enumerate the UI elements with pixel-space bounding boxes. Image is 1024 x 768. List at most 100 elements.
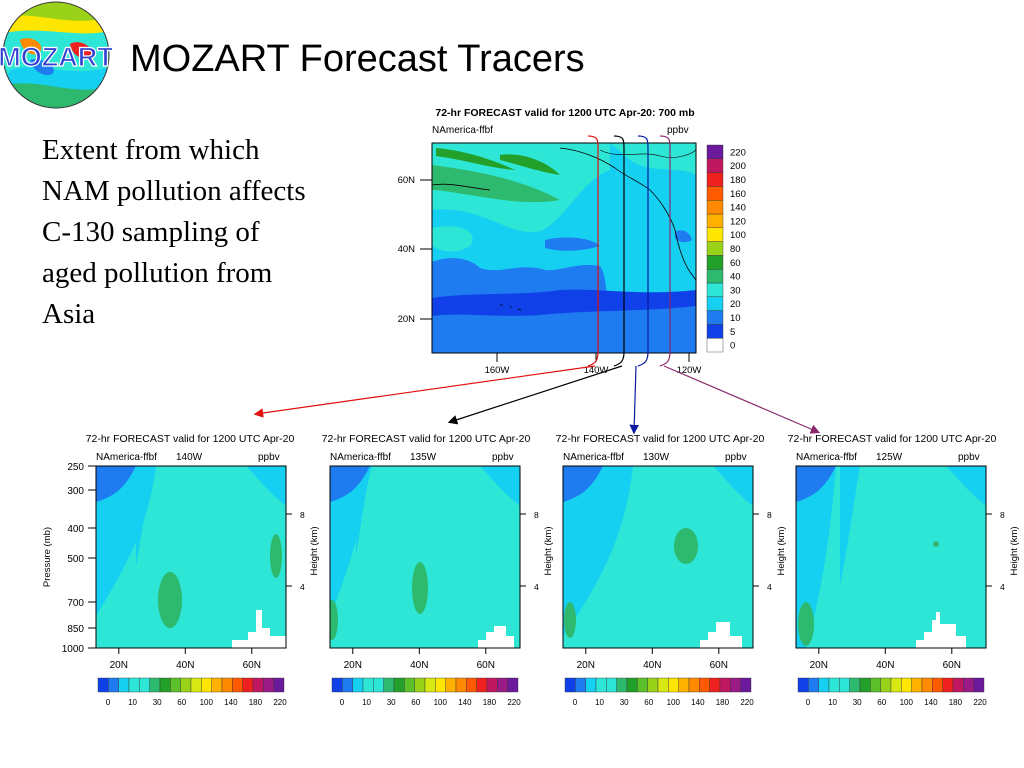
- colorbar-swatch: [740, 677, 752, 693]
- map-colorbar: 0 5 10 20 30 40 60 80 100 120 140 160 180 200 220: [706, 144, 746, 353]
- colorbar-label: 0: [730, 341, 735, 352]
- colorbar-swatch: [424, 677, 436, 693]
- colorbar-swatch: [678, 677, 690, 693]
- colorbar-swatch: [706, 310, 724, 325]
- marker-125w: [659, 135, 671, 367]
- marker-135w: [613, 135, 625, 367]
- colorbar-swatch: [149, 677, 161, 693]
- colorbar-swatch: [637, 677, 648, 693]
- colorbar-swatch: [170, 677, 181, 693]
- colorbar-swatch: [383, 677, 395, 693]
- panel-title: 72-hr FORECAST valid for 1200 UTC Apr-20: [556, 433, 765, 445]
- map-lat-label: 40N: [398, 244, 416, 255]
- height-tick: 4: [534, 582, 539, 592]
- colorbar-label: 140: [730, 203, 746, 214]
- map-chart: 72-hr FORECAST valid for 1200 UTC Apr-20…: [398, 107, 746, 376]
- colorbar-label: 40: [730, 272, 741, 283]
- colorbar-swatch: [595, 677, 607, 693]
- colorbar-label: 220: [740, 698, 754, 707]
- colorbar-label: 60: [411, 698, 420, 707]
- latitude-tick: 40N: [643, 660, 661, 671]
- colorbar-label: 220: [507, 698, 521, 707]
- colorbar-swatch: [973, 677, 985, 693]
- colorbar-label: 220: [273, 698, 287, 707]
- cross-section-markers: [253, 135, 821, 435]
- colorbar-label: 100: [667, 698, 681, 707]
- field-cyan-region: [480, 466, 520, 506]
- slide-caption: Extent from which NAM pollution affects …: [42, 134, 306, 330]
- panel-unit: ppbv: [958, 452, 980, 463]
- colorbar-swatch: [414, 677, 426, 693]
- colorbar-swatch: [706, 255, 724, 270]
- colorbar-swatch: [859, 677, 871, 693]
- colorbar-label: 10: [128, 698, 137, 707]
- colorbar-label: 140: [691, 698, 705, 707]
- map-unit: ppbv: [667, 125, 689, 136]
- panel-frame: [795, 465, 987, 649]
- pressure-tick: 500: [67, 554, 84, 565]
- colorbar-label: 10: [828, 698, 837, 707]
- colorbar-swatch: [128, 677, 140, 693]
- panel-field: [330, 466, 520, 648]
- colorbar-label: 60: [730, 258, 741, 269]
- marker-130w: [637, 135, 649, 367]
- colorbar-label: 100: [730, 230, 746, 241]
- slide-title: MOZART Forecast Tracers: [130, 38, 585, 80]
- colorbar-swatch: [706, 199, 724, 215]
- field-cyan-region: [136, 466, 154, 566]
- colorbar-label: 180: [949, 698, 963, 707]
- colorbar-swatch: [118, 677, 130, 693]
- height-tick: 8: [767, 510, 772, 520]
- field-green-blob: [158, 572, 182, 628]
- colorbar-label: 220: [730, 147, 746, 158]
- cross-section-panel: 72-hr FORECAST valid for 1200 UTC Apr-20…: [42, 433, 320, 707]
- latitude-tick: 20N: [577, 660, 595, 671]
- colorbar-label: 30: [620, 698, 629, 707]
- colorbar-swatch: [221, 677, 233, 693]
- colorbar-swatch: [706, 338, 724, 353]
- colorbar-swatch: [952, 677, 964, 693]
- colorbar-label: 0: [340, 698, 345, 707]
- colorbar-swatch: [901, 677, 912, 693]
- map-lon-label: 140W: [584, 365, 609, 376]
- panel-unit: ppbv: [725, 452, 747, 463]
- pressure-axis-label: Pressure (mb): [42, 527, 53, 587]
- colorbar-swatch: [252, 677, 264, 693]
- panel-title: 72-hr FORECAST valid for 1200 UTC Apr-20: [322, 433, 531, 445]
- height-axis-label: Height (km): [776, 526, 787, 575]
- field-blue-region: [330, 466, 370, 502]
- colorbar-swatch: [706, 158, 724, 173]
- field-green-blob: [798, 602, 814, 646]
- colorbar-swatch: [476, 677, 488, 693]
- pressure-tick: 300: [67, 486, 84, 497]
- colorbar-swatch: [393, 677, 405, 693]
- colorbar-swatch: [486, 677, 498, 693]
- colorbar-swatch: [139, 677, 150, 693]
- field-zero-region: [232, 610, 286, 648]
- colorbar-swatch: [706, 144, 724, 160]
- colorbar-swatch: [242, 677, 254, 693]
- pressure-tick: 850: [67, 624, 84, 635]
- pressure-tick: 1000: [62, 644, 85, 655]
- colorbar-swatch: [497, 677, 508, 693]
- colorbar-swatch: [706, 282, 724, 298]
- colorbar-label: 180: [483, 698, 497, 707]
- panel-left-label: NAmerica-ffbf: [96, 452, 157, 463]
- colorbar-label: 5: [730, 327, 735, 338]
- field-zero-region: [916, 612, 966, 648]
- panel-field: [563, 466, 753, 648]
- arrow-135w: [447, 365, 623, 425]
- height-tick: 8: [534, 510, 539, 520]
- colorbar-label: 0: [806, 698, 811, 707]
- colorbar-swatch: [849, 677, 861, 693]
- colorbar-label: 180: [716, 698, 730, 707]
- field-cyan-region: [840, 466, 860, 586]
- colorbar-label: 140: [924, 698, 938, 707]
- colorbar-swatch: [466, 677, 477, 693]
- colorbar-swatch: [706, 241, 724, 256]
- colorbar-swatch: [404, 677, 415, 693]
- height-axis-label: Height (km): [309, 526, 320, 575]
- colorbar-swatch: [159, 677, 171, 693]
- height-tick: 8: [1000, 510, 1005, 520]
- arrow-130w: [629, 365, 640, 435]
